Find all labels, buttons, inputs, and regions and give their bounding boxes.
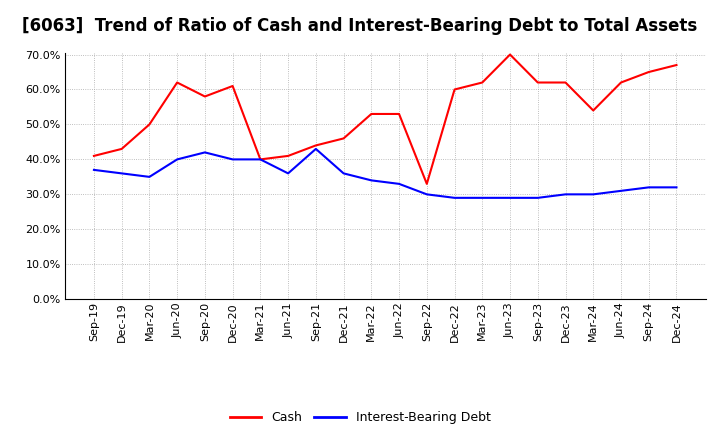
Cash	[284, 153, 292, 158]
Cash	[395, 111, 403, 117]
Cash	[616, 80, 625, 85]
Interest-Bearing Debt	[284, 171, 292, 176]
Interest-Bearing Debt	[201, 150, 210, 155]
Interest-Bearing Debt	[616, 188, 625, 194]
Cash	[589, 108, 598, 113]
Cash	[173, 80, 181, 85]
Interest-Bearing Debt	[672, 185, 681, 190]
Cash	[256, 157, 265, 162]
Cash	[367, 111, 376, 117]
Cash	[145, 122, 154, 127]
Interest-Bearing Debt	[589, 192, 598, 197]
Interest-Bearing Debt	[173, 157, 181, 162]
Interest-Bearing Debt	[505, 195, 514, 201]
Cash	[228, 83, 237, 88]
Legend: Cash, Interest-Bearing Debt: Cash, Interest-Bearing Debt	[225, 407, 495, 429]
Cash	[561, 80, 570, 85]
Cash	[339, 136, 348, 141]
Cash	[201, 94, 210, 99]
Interest-Bearing Debt	[644, 185, 653, 190]
Interest-Bearing Debt	[534, 195, 542, 201]
Cash	[478, 80, 487, 85]
Cash	[312, 143, 320, 148]
Interest-Bearing Debt	[423, 192, 431, 197]
Interest-Bearing Debt	[339, 171, 348, 176]
Cash	[534, 80, 542, 85]
Text: [6063]  Trend of Ratio of Cash and Interest-Bearing Debt to Total Assets: [6063] Trend of Ratio of Cash and Intere…	[22, 18, 698, 35]
Interest-Bearing Debt	[367, 178, 376, 183]
Cash	[505, 52, 514, 57]
Interest-Bearing Debt	[561, 192, 570, 197]
Cash	[450, 87, 459, 92]
Interest-Bearing Debt	[228, 157, 237, 162]
Line: Interest-Bearing Debt: Interest-Bearing Debt	[94, 149, 677, 198]
Cash	[117, 146, 126, 151]
Interest-Bearing Debt	[256, 157, 265, 162]
Interest-Bearing Debt	[117, 171, 126, 176]
Interest-Bearing Debt	[395, 181, 403, 187]
Line: Cash: Cash	[94, 55, 677, 184]
Interest-Bearing Debt	[478, 195, 487, 201]
Cash	[644, 70, 653, 75]
Interest-Bearing Debt	[450, 195, 459, 201]
Interest-Bearing Debt	[312, 146, 320, 151]
Interest-Bearing Debt	[89, 167, 98, 172]
Cash	[423, 181, 431, 187]
Cash	[672, 62, 681, 68]
Cash	[89, 153, 98, 158]
Interest-Bearing Debt	[145, 174, 154, 180]
